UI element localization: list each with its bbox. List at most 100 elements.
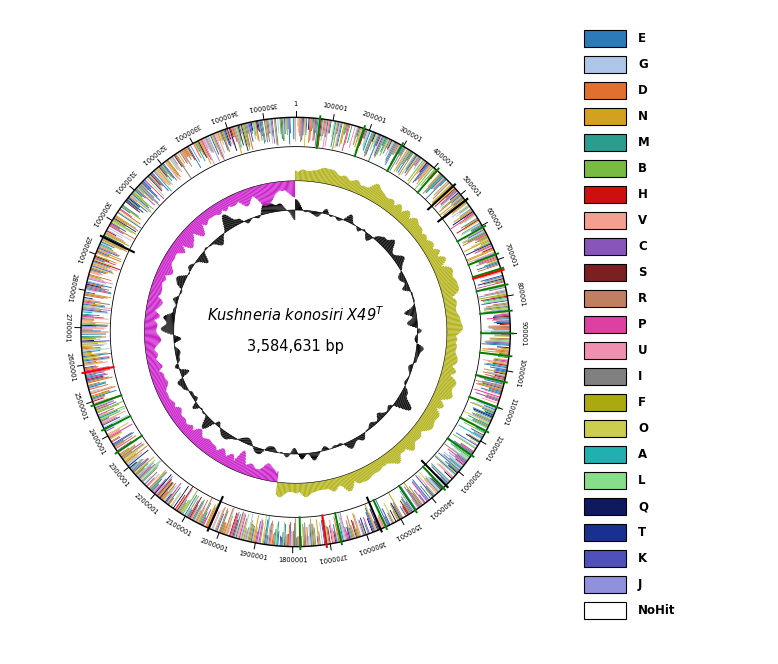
Wedge shape xyxy=(233,219,237,225)
Wedge shape xyxy=(289,118,290,145)
Wedge shape xyxy=(290,210,292,214)
Wedge shape xyxy=(493,302,508,305)
Wedge shape xyxy=(121,207,142,224)
Wedge shape xyxy=(475,427,485,433)
Text: 300001: 300001 xyxy=(398,125,422,143)
Wedge shape xyxy=(415,355,419,357)
Wedge shape xyxy=(401,153,415,175)
Wedge shape xyxy=(213,242,216,245)
Wedge shape xyxy=(491,331,510,333)
Wedge shape xyxy=(324,120,327,133)
Wedge shape xyxy=(447,340,457,341)
Wedge shape xyxy=(93,259,114,267)
Wedge shape xyxy=(321,450,323,451)
Wedge shape xyxy=(489,325,510,327)
Wedge shape xyxy=(324,519,328,544)
Wedge shape xyxy=(91,266,114,274)
Wedge shape xyxy=(102,239,128,252)
Wedge shape xyxy=(305,210,306,212)
Wedge shape xyxy=(105,232,125,244)
Wedge shape xyxy=(331,121,335,137)
Wedge shape xyxy=(346,215,350,221)
Wedge shape xyxy=(212,243,214,245)
Wedge shape xyxy=(145,338,161,340)
Wedge shape xyxy=(179,151,188,164)
Wedge shape xyxy=(86,373,106,378)
Wedge shape xyxy=(444,444,468,461)
Wedge shape xyxy=(475,274,503,282)
Wedge shape xyxy=(195,218,204,227)
Wedge shape xyxy=(482,380,503,387)
Wedge shape xyxy=(412,481,429,501)
Wedge shape xyxy=(149,293,159,296)
Wedge shape xyxy=(400,212,411,223)
Wedge shape xyxy=(198,258,203,263)
Wedge shape xyxy=(269,203,272,212)
Wedge shape xyxy=(407,309,415,311)
Wedge shape xyxy=(402,390,408,394)
Wedge shape xyxy=(364,467,370,479)
Wedge shape xyxy=(352,223,354,224)
Wedge shape xyxy=(405,435,415,444)
Wedge shape xyxy=(102,416,121,426)
Wedge shape xyxy=(436,270,454,278)
Wedge shape xyxy=(92,394,105,400)
Wedge shape xyxy=(357,228,359,231)
Wedge shape xyxy=(422,242,433,250)
Wedge shape xyxy=(84,364,100,367)
Wedge shape xyxy=(351,180,356,192)
Text: 1500001: 1500001 xyxy=(393,521,422,540)
Wedge shape xyxy=(442,371,454,374)
Wedge shape xyxy=(151,373,163,377)
Wedge shape xyxy=(166,321,174,323)
Wedge shape xyxy=(496,289,506,292)
Wedge shape xyxy=(176,364,178,365)
Wedge shape xyxy=(145,333,157,335)
Wedge shape xyxy=(433,396,441,401)
Wedge shape xyxy=(365,508,375,532)
Wedge shape xyxy=(371,422,374,426)
Wedge shape xyxy=(193,405,198,409)
Wedge shape xyxy=(461,443,474,452)
Wedge shape xyxy=(84,295,103,299)
Wedge shape xyxy=(339,443,341,446)
Wedge shape xyxy=(311,211,312,214)
Wedge shape xyxy=(406,378,408,380)
Wedge shape xyxy=(478,291,506,297)
Wedge shape xyxy=(434,188,456,207)
Text: 3500001: 3500001 xyxy=(247,102,277,112)
Wedge shape xyxy=(410,430,420,439)
Wedge shape xyxy=(239,515,246,539)
Wedge shape xyxy=(419,238,427,244)
Wedge shape xyxy=(430,171,438,179)
Wedge shape xyxy=(464,218,478,228)
Wedge shape xyxy=(150,290,161,295)
Wedge shape xyxy=(251,442,252,446)
Wedge shape xyxy=(106,230,117,236)
Wedge shape xyxy=(229,435,232,440)
Wedge shape xyxy=(276,451,277,453)
Wedge shape xyxy=(160,264,173,271)
Wedge shape xyxy=(269,446,272,452)
Wedge shape xyxy=(82,347,100,349)
Wedge shape xyxy=(455,456,465,464)
Wedge shape xyxy=(89,385,99,389)
Wedge shape xyxy=(344,124,351,145)
Wedge shape xyxy=(215,203,222,213)
Wedge shape xyxy=(352,513,360,537)
Wedge shape xyxy=(385,240,395,250)
Wedge shape xyxy=(405,494,415,511)
Wedge shape xyxy=(82,309,107,313)
Wedge shape xyxy=(236,219,239,224)
Wedge shape xyxy=(338,444,340,446)
Wedge shape xyxy=(363,433,366,436)
Wedge shape xyxy=(167,487,180,505)
Wedge shape xyxy=(175,305,177,307)
Wedge shape xyxy=(363,129,366,138)
Wedge shape xyxy=(140,183,149,191)
Wedge shape xyxy=(173,336,178,337)
Wedge shape xyxy=(450,443,470,457)
Wedge shape xyxy=(479,376,504,384)
Wedge shape xyxy=(440,191,458,208)
Wedge shape xyxy=(324,169,329,184)
